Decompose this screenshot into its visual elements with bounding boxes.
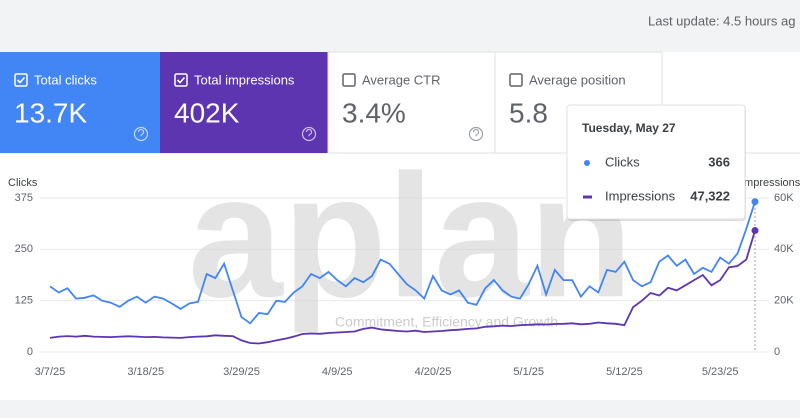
watermark-brand: aplan — [188, 139, 633, 334]
checkbox — [14, 73, 28, 87]
y2-axis-label: Impressions — [741, 177, 800, 189]
tooltip — [566, 104, 746, 220]
tooltip-value: 47,322 — [690, 188, 730, 203]
metric-label: Average position — [529, 72, 626, 87]
help-icon — [301, 126, 317, 142]
help-icon — [133, 126, 149, 142]
last-update: Last update: 4.5 hours ag — [648, 13, 795, 28]
y-axis-label: Clicks — [8, 177, 38, 189]
x-tick-label: 3/18/25 — [127, 366, 164, 378]
checkbox — [342, 73, 356, 87]
checkbox — [509, 73, 523, 87]
y-tick-label: 125 — [15, 295, 33, 307]
metric-card[interactable] — [0, 52, 160, 153]
y2-tick-label: 40K — [774, 243, 794, 255]
metric-label: Total impressions — [194, 72, 295, 87]
y2-tick-label: 20K — [774, 295, 794, 307]
x-tick-label: 5/12/25 — [606, 366, 643, 378]
metric-label: Total clicks — [34, 72, 97, 87]
y-tick-label: 375 — [15, 192, 33, 204]
y2-tick-label: 0 — [774, 346, 780, 358]
x-tick-label: 4/9/25 — [322, 366, 353, 378]
legend-dot — [584, 160, 590, 166]
x-tick-label: 3/7/25 — [35, 366, 66, 378]
metric-value: 13.7K — [14, 97, 87, 128]
metric-value: 5.8 — [509, 97, 548, 128]
x-tick-label: 5/1/25 — [513, 366, 544, 378]
hover-dot — [751, 198, 759, 206]
y-tick-label: 0 — [27, 346, 33, 358]
help-mark — [472, 128, 479, 137]
x-tick-label: 5/23/25 — [702, 366, 739, 378]
metric-card[interactable] — [160, 52, 328, 153]
hover-dot — [751, 227, 759, 235]
tooltip-name: Impressions — [605, 188, 676, 203]
metric-card[interactable] — [327, 51, 496, 154]
help-icon — [468, 126, 484, 142]
series-line — [49, 201, 756, 325]
help-mark — [305, 128, 312, 137]
metric-value: 3.4% — [342, 97, 406, 128]
tooltip-value: 366 — [708, 154, 730, 169]
x-tick-label: 4/20/25 — [415, 366, 452, 378]
series-line — [49, 230, 756, 345]
metric-value: 402K — [174, 97, 240, 128]
help-mark — [137, 128, 144, 137]
metric-label: Average CTR — [362, 72, 441, 87]
y2-tick-label: 60K — [774, 192, 794, 204]
checkbox — [174, 73, 188, 87]
x-tick-label: 3/29/25 — [223, 366, 260, 378]
checkmark — [176, 76, 186, 84]
tooltip-name: Clicks — [605, 154, 640, 169]
tooltip-title: Tuesday, May 27 — [582, 121, 676, 135]
checkmark — [16, 76, 26, 84]
y-tick-label: 250 — [15, 243, 33, 255]
